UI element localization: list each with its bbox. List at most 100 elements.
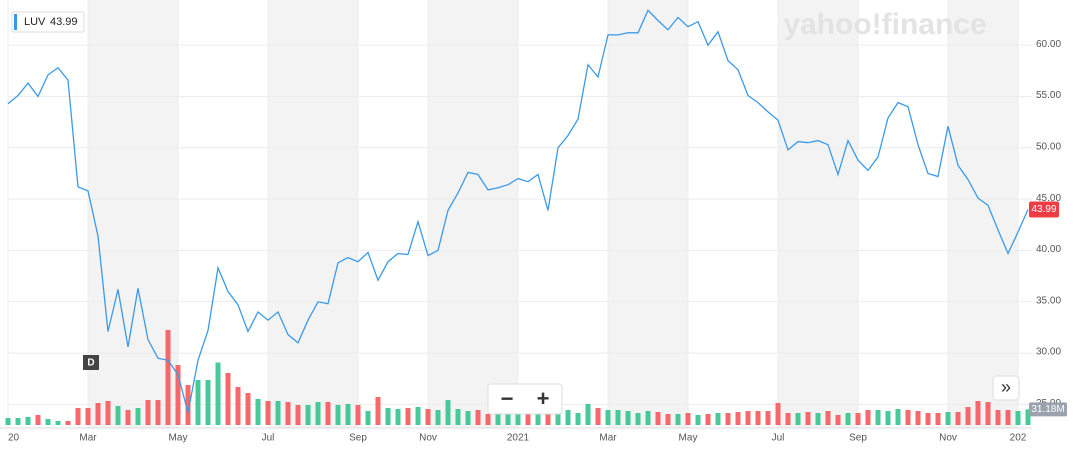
- volume-bar: [85, 408, 91, 425]
- volume-bar: [95, 403, 101, 425]
- volume-bar: [765, 411, 771, 425]
- scroll-label[interactable]: »: [1001, 377, 1011, 397]
- volume-bar: [995, 410, 1001, 425]
- y-tick-label: 50.00: [1036, 141, 1061, 152]
- volume-bar: [565, 410, 571, 425]
- legend-swatch: [14, 14, 17, 30]
- volume-bar: [715, 413, 721, 425]
- volume-bar: [625, 411, 631, 425]
- volume-bar: [145, 400, 151, 425]
- volume-bar: [395, 409, 401, 425]
- month-band: [268, 0, 358, 428]
- volume-badge: [1029, 402, 1067, 417]
- scroll-button[interactable]: »: [992, 375, 1020, 401]
- volume-bar: [215, 362, 221, 425]
- volume-bar: [195, 380, 201, 425]
- volume-bar: [255, 399, 261, 425]
- month-band: [88, 0, 178, 428]
- interval-bg[interactable]: [83, 355, 99, 370]
- volume-bar: [825, 411, 831, 425]
- volume-bar: [965, 407, 971, 425]
- zoom-in[interactable]: +: [537, 386, 550, 411]
- volume-bar: [155, 400, 161, 425]
- volume-bar: [495, 412, 501, 425]
- volume-bar: [1025, 409, 1031, 425]
- volume-bar: [895, 409, 901, 425]
- volume-bar: [635, 413, 641, 425]
- y-tick-label: 35.00: [1036, 295, 1061, 306]
- volume-bar: [775, 403, 781, 425]
- volume-bar: [365, 411, 371, 425]
- x-tick-label: Nov: [419, 433, 437, 444]
- y-tick-label: 60.00: [1036, 39, 1061, 50]
- volume-bar: [165, 330, 171, 425]
- volume-bar: [35, 415, 41, 425]
- volume-bar: [325, 402, 331, 425]
- volume-bar: [245, 393, 251, 425]
- watermark: yahoo!finance: [783, 8, 986, 41]
- legend: LUV 43.99: [11, 11, 85, 33]
- x-axis: 20 Mar May Jul Sep Nov 2021 Mar May Jul Sep Nov 202: [0, 427, 1032, 444]
- volume-bar: [455, 409, 461, 425]
- volume-bar: [45, 419, 51, 425]
- interval-button[interactable]: D: [83, 355, 99, 370]
- scroll-bg[interactable]: [992, 375, 1020, 401]
- volume-bar: [355, 405, 361, 425]
- volume-bar: [865, 410, 871, 425]
- y-tick-label: 45.00: [1036, 193, 1061, 204]
- volume-bar: [645, 411, 651, 425]
- volume-bar: [705, 414, 711, 425]
- zoom-controls: − +: [487, 383, 563, 415]
- interval-label[interactable]: D: [87, 358, 94, 369]
- price-line: [7, 9, 1029, 413]
- volume-bar: [345, 404, 351, 425]
- volume-bar: [595, 408, 601, 425]
- x-tick-label: Jul: [772, 433, 785, 444]
- volume-bar: [5, 418, 11, 425]
- volume-bar: [615, 410, 621, 425]
- volume-bar: [265, 401, 271, 425]
- volume-bar: [985, 402, 991, 425]
- volume-bar: [405, 408, 411, 425]
- volume-bar: [65, 421, 71, 425]
- volume-bar: [815, 413, 821, 425]
- volume-bar: [935, 413, 941, 425]
- month-band: [778, 0, 858, 428]
- volume-bar: [555, 414, 561, 425]
- volume-bar: [735, 412, 741, 425]
- volume-bar: [185, 385, 191, 425]
- x-tick-label: 20: [8, 433, 20, 444]
- volume-bar: [685, 413, 691, 425]
- volume-bar: [385, 408, 391, 425]
- x-tick-label: 202: [1010, 433, 1027, 444]
- volume-bar: [855, 413, 861, 425]
- volume-bar: [15, 418, 21, 425]
- volume-bar: [435, 410, 441, 425]
- x-tick-label: 2021: [507, 433, 530, 444]
- volume-bar: [725, 413, 731, 425]
- volume-bar: [425, 409, 431, 425]
- volume-bar: [505, 410, 511, 425]
- volume-bar: [475, 410, 481, 425]
- volume-bar: [275, 401, 281, 425]
- x-tick-label: Sep: [349, 433, 367, 444]
- badges: 43.99 31.18M: [1029, 201, 1067, 417]
- volume-bar: [285, 402, 291, 425]
- x-tick-label: Sep: [849, 433, 867, 444]
- volume-bar: [835, 415, 841, 425]
- volume-bar: [915, 411, 921, 425]
- volume-bar: [585, 404, 591, 425]
- volume-bar: [875, 410, 881, 425]
- x-tick-label: Jul: [262, 433, 275, 444]
- x-tick-label: May: [169, 433, 188, 444]
- volume-bar: [415, 407, 421, 425]
- zoom-out[interactable]: −: [501, 386, 514, 411]
- month-band: [428, 0, 518, 428]
- volume-bar: [55, 421, 61, 425]
- volume-bar: [675, 414, 681, 425]
- volume-bar: [945, 412, 951, 425]
- volume-badge-label: 31.18M: [1031, 404, 1064, 415]
- volume-bar: [905, 410, 911, 425]
- legend-box: [11, 11, 85, 33]
- volume: [5, 330, 1031, 425]
